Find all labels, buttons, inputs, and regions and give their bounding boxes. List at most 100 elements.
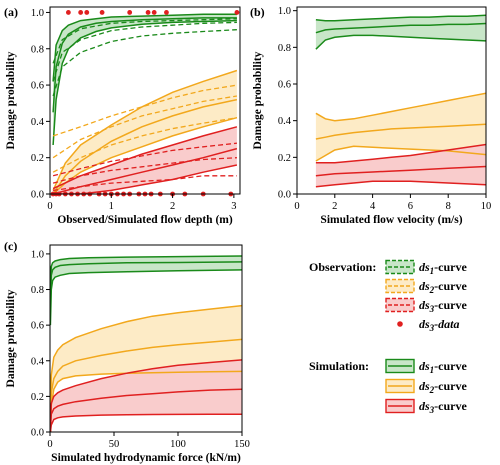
y-tick-label: 0.6 [31, 321, 44, 332]
curve-5-upper [52, 142, 237, 177]
data-point [78, 10, 84, 15]
legend-simulation-title: Simulation: [309, 359, 369, 373]
panel-label: (b) [250, 5, 265, 19]
panel-c: 0 50 100 150 0.0 0.2 0.4 0.6 0.8 1.0 Simulated hyd… [4, 239, 250, 464]
band-fill-1 [315, 93, 486, 161]
band-fill-0 [53, 14, 237, 145]
legend: Observation:Simulation:ds1-curveds2-curv… [309, 259, 467, 415]
plot-area [315, 14, 486, 188]
legend-label-4: ds1-curve [419, 359, 467, 375]
band-fill-1 [50, 305, 242, 432]
x-tick-label: 150 [234, 439, 250, 450]
y-tick-label: 0.8 [278, 43, 291, 54]
curve-2-middle [315, 165, 486, 177]
axes-frame [49, 244, 243, 433]
curve-2-upper [50, 359, 242, 427]
curve-1-upper [52, 18, 237, 64]
curve-0-upper [50, 255, 242, 290]
curve-0-middle [50, 261, 242, 308]
legend-label-subscript: 2 [429, 385, 435, 395]
x-tick-label: 4 [370, 201, 376, 212]
curve-3-middle [52, 95, 238, 159]
curve-0-upper [315, 14, 486, 22]
legend-label-prefix: ds [419, 379, 430, 393]
legend-label-prefix: ds [419, 317, 430, 331]
data-point [84, 10, 90, 15]
data-point [164, 10, 169, 15]
x-tick-label: 50 [109, 439, 120, 450]
legend-label-suffix: -data [434, 317, 459, 331]
legend-label-subscript: 1 [430, 266, 435, 276]
legend-label-5: ds2-curve [419, 379, 467, 395]
band-fill-4 [53, 126, 237, 194]
curve-5-middle [52, 157, 237, 184]
curve-1-middle [50, 338, 242, 432]
legend-label-subscript: 3 [429, 405, 435, 415]
x-axis-label: Observed/Simulated flow depth (m) [57, 214, 233, 226]
curve-4-lower [53, 164, 238, 194]
curve-1-upper [315, 92, 486, 122]
y-axis-label: Damage probability [5, 289, 17, 387]
legend-label-subscript: 3 [429, 323, 435, 333]
y-tick-label: 0.8 [31, 44, 44, 55]
x-tick-label: 0 [294, 201, 299, 212]
legend-label-0: ds1-curve [419, 260, 467, 276]
legend-label-suffix: -curve [434, 279, 467, 293]
legend-label-suffix: -curve [434, 399, 467, 413]
curve-5-lower [53, 175, 237, 192]
curve-3-lower [52, 117, 238, 173]
x-tick-label: 2 [170, 201, 175, 212]
y-tick-label: 0.0 [278, 190, 291, 201]
plot-area [50, 255, 242, 432]
y-tick-label: 0.2 [278, 153, 291, 164]
legend-label-6: ds3-curve [419, 399, 467, 415]
data-point [234, 10, 240, 15]
y-axis-label: Damage probability [5, 51, 17, 149]
x-tick-label: 10 [481, 201, 492, 212]
legend-label-3: ds3-data [419, 317, 460, 333]
data-point [151, 10, 157, 15]
curve-0-middle [315, 22, 486, 34]
y-tick-label: 0.0 [31, 428, 44, 439]
legend-label-subscript: 2 [429, 285, 435, 295]
y-tick-label: 0.4 [31, 117, 45, 128]
legend-label-suffix: -curve [434, 359, 467, 373]
panel-b: 0 2 4 6 8 10 0.0 0.2 0.4 0.6 0.8 1.0 Simulated flow … [250, 5, 491, 226]
x-tick-label: 3 [231, 201, 236, 212]
y-tick-label: 0.6 [31, 81, 44, 92]
y-tick-label: 0.2 [31, 392, 44, 403]
y-tick-label: 1.0 [31, 249, 44, 260]
curve-2-lower [50, 413, 242, 432]
curve-3-upper [52, 84, 238, 137]
y-tick-label: 0.0 [31, 190, 44, 201]
curve-1-middle [52, 21, 237, 82]
legend-label-prefix: ds [419, 298, 430, 312]
panel-label: (c) [4, 239, 17, 253]
legend-dot-symbol [397, 321, 403, 327]
curve-1-lower [50, 370, 242, 432]
legend-label-suffix: -curve [434, 379, 467, 393]
legend-label-prefix: ds [419, 399, 430, 413]
curve-2-lower [315, 180, 486, 188]
curve-1-lower [315, 145, 486, 162]
curve-2-middle [52, 98, 238, 194]
legend-label-2: ds3-curve [419, 298, 467, 314]
data-point [65, 10, 71, 15]
curve-0-middle [52, 17, 237, 113]
axes-frame [296, 6, 487, 195]
curve-0-lower [52, 19, 237, 146]
curve-2-upper [315, 143, 486, 164]
x-axis-label: Simulated hydrodynamic force (kN/m) [51, 452, 241, 464]
band-fill-0 [50, 256, 242, 326]
legend-label-subscript: 1 [430, 365, 435, 375]
x-tick-label: 0 [47, 201, 52, 212]
data-point [127, 10, 133, 15]
curve-0-lower [315, 34, 486, 50]
curve-1-upper [50, 304, 242, 424]
x-axis-label: Simulated flow velocity (m/s) [320, 214, 462, 226]
panel-a: 0 1 2 3 0.0 0.2 0.4 0.6 0.8 1.0 Observed/Simulated… [4, 5, 241, 226]
panel-label: (a) [4, 5, 18, 19]
data-point [145, 10, 151, 15]
legend-observation-title: Observation: [309, 260, 376, 274]
x-tick-label: 0 [47, 439, 52, 450]
